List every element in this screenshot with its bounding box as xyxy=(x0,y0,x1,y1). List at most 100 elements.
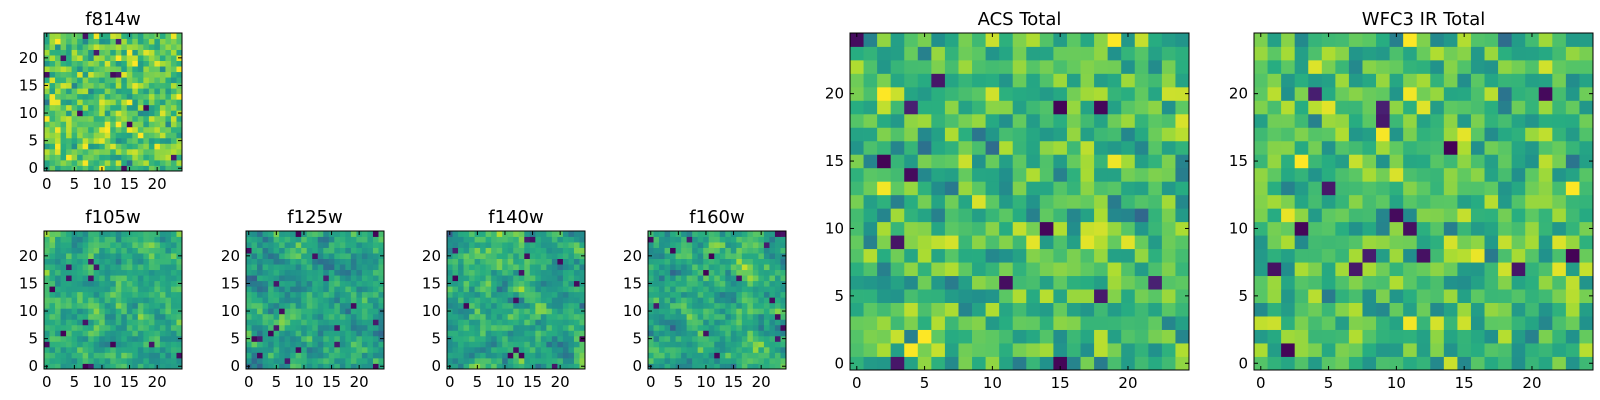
heatmap-cell xyxy=(154,341,161,348)
heatmap-cell xyxy=(1443,181,1458,196)
heatmap-cell xyxy=(104,66,111,73)
heatmap-cell xyxy=(458,258,464,265)
heatmap-cell xyxy=(546,319,553,326)
heatmap-cell xyxy=(670,247,676,254)
heatmap-cell xyxy=(1538,235,1553,250)
heatmap-cell xyxy=(659,341,665,348)
heatmap-cell xyxy=(730,308,737,315)
heatmap-cell xyxy=(972,73,986,88)
heatmap-cell xyxy=(372,319,379,326)
heatmap-cell xyxy=(703,319,710,326)
heatmap-cell xyxy=(328,313,335,320)
heatmap-cell xyxy=(513,231,520,237)
heatmap-cell xyxy=(350,258,357,265)
heatmap-cell xyxy=(1579,154,1594,169)
heatmap-cell xyxy=(60,363,67,370)
heatmap-cell xyxy=(334,264,341,271)
heatmap-cell xyxy=(747,308,754,315)
heatmap-cell xyxy=(1348,208,1363,223)
heatmap-cell xyxy=(295,302,302,309)
heatmap-cell xyxy=(317,324,324,331)
heatmap-cell xyxy=(126,264,133,271)
heatmap-cell xyxy=(972,316,986,330)
heatmap-cell xyxy=(306,302,313,309)
heatmap-cell xyxy=(262,308,269,315)
heatmap-cell xyxy=(758,280,765,287)
heatmap-cell xyxy=(664,313,671,320)
heatmap-cell xyxy=(1484,262,1499,277)
heatmap-cell xyxy=(697,324,704,331)
heatmap-cell xyxy=(692,308,699,315)
heatmap-cell xyxy=(890,86,905,101)
heatmap-cell xyxy=(546,352,553,359)
heatmap-cell xyxy=(49,66,56,73)
heatmap-cell xyxy=(890,46,905,61)
heatmap-cell xyxy=(176,324,183,331)
heatmap-cell xyxy=(551,324,558,331)
heatmap-cell xyxy=(752,291,759,298)
heatmap-cell xyxy=(1107,154,1122,169)
heatmap-cell xyxy=(55,132,61,139)
heatmap-cell xyxy=(306,286,313,293)
heatmap-cell xyxy=(686,253,693,259)
heatmap-cell xyxy=(104,154,111,161)
heatmap-cell xyxy=(170,330,177,337)
heatmap-cell xyxy=(491,242,498,248)
heatmap-cell xyxy=(890,221,905,236)
heatmap-cell xyxy=(1511,181,1526,196)
heatmap-cell xyxy=(769,313,776,320)
heatmap-cell xyxy=(115,346,122,353)
heatmap-cell xyxy=(485,313,492,320)
heatmap-cell xyxy=(1148,235,1163,250)
heatmap-cell xyxy=(1161,46,1176,61)
heatmap-cell xyxy=(356,308,363,315)
heatmap-cell xyxy=(917,59,932,74)
heatmap-cell xyxy=(115,352,122,359)
heatmap-cell xyxy=(863,356,878,371)
heatmap-cell xyxy=(741,286,748,293)
heatmap-cell xyxy=(1281,167,1296,182)
heatmap-cell xyxy=(44,38,50,45)
heatmap-cell xyxy=(1053,289,1068,303)
heatmap-cell xyxy=(1094,343,1109,357)
heatmap-cell xyxy=(579,341,586,348)
heatmap-cell xyxy=(769,236,776,243)
heatmap-cell xyxy=(557,291,564,298)
heatmap-cell xyxy=(579,264,586,271)
heatmap-cell xyxy=(730,280,737,287)
heatmap-cell xyxy=(137,143,144,150)
heatmap-cell xyxy=(165,143,172,150)
heatmap-cell xyxy=(686,231,693,237)
heatmap-cell xyxy=(877,46,892,61)
heatmap-cell xyxy=(290,242,297,248)
heatmap-cell xyxy=(77,104,84,111)
heatmap-cell xyxy=(1348,235,1363,250)
heatmap-cell xyxy=(306,269,313,276)
heatmap-cell xyxy=(904,275,919,290)
heatmap-cell xyxy=(55,291,61,298)
heatmap-cell xyxy=(703,253,710,259)
heatmap-cell xyxy=(758,236,765,243)
heatmap-cell xyxy=(44,159,50,166)
heatmap-cell xyxy=(137,275,144,282)
heatmap-cell xyxy=(1321,194,1336,209)
heatmap-cell xyxy=(99,352,106,359)
heatmap-cell xyxy=(284,253,291,259)
heatmap-cell xyxy=(1161,33,1176,47)
heatmap-cell xyxy=(752,335,759,342)
heatmap-cell xyxy=(301,324,308,331)
heatmap-cell xyxy=(452,236,459,243)
heatmap-cell xyxy=(681,280,688,287)
heatmap-cell xyxy=(279,275,286,282)
heatmap-cell xyxy=(1403,235,1418,250)
heatmap-cell xyxy=(730,258,737,265)
heatmap-cell xyxy=(1538,140,1553,155)
heatmap-cell xyxy=(77,38,84,45)
heatmap-cell xyxy=(1121,86,1136,101)
heatmap-cell xyxy=(758,357,765,364)
heatmap-cell xyxy=(725,297,732,304)
heatmap-cell xyxy=(1430,316,1445,330)
heatmap-cell xyxy=(1416,329,1431,344)
heatmap-cell xyxy=(557,324,564,331)
heatmap-cell xyxy=(372,341,379,348)
